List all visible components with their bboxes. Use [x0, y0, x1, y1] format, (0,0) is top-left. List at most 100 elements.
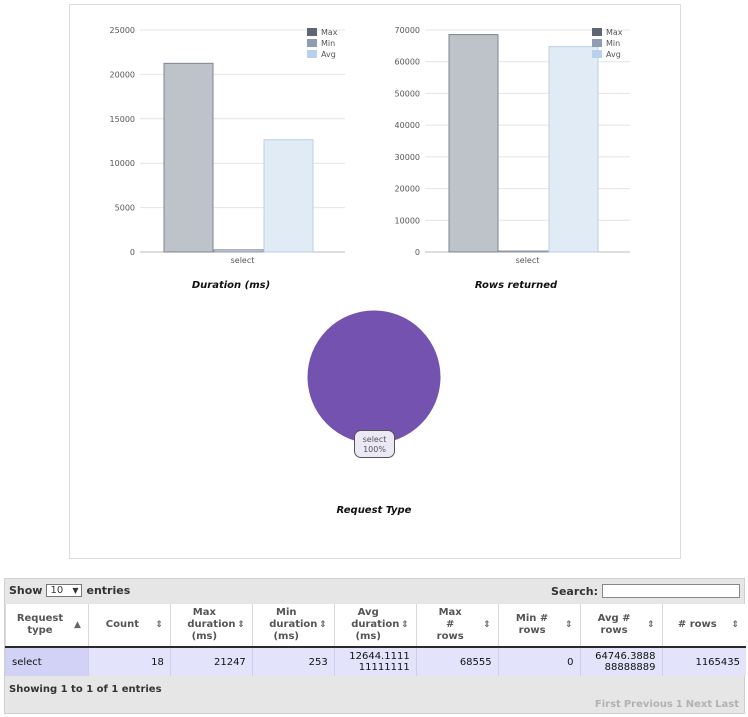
column-header-label: Request type: [16, 613, 64, 636]
sort-both-icon: ⇕: [646, 620, 655, 630]
cell-request-type: select: [5, 647, 89, 676]
bar-avg: [548, 46, 599, 253]
duration-chart: 0 5000 10000 15000 20000 25000 select Max Min Avg: [110, 26, 345, 265]
table-toolbar: Show 10 ▼ entries Search:: [5, 579, 744, 604]
cell-count: 18: [87, 647, 171, 676]
legend-label-max: Max: [606, 28, 623, 37]
y-tick-label: 25000: [110, 26, 135, 35]
y-tick-label: 20000: [110, 70, 135, 79]
pagination-last[interactable]: Last: [715, 699, 739, 710]
column-header-min-duration[interactable]: Min duration (ms) ⇕: [251, 604, 335, 648]
bar-max: [163, 62, 214, 253]
y-tick-label: 5000: [115, 204, 135, 213]
cell-max-duration: 21247: [169, 647, 253, 676]
sort-both-icon: ⇕: [483, 620, 491, 630]
y-tick-label: 20000: [395, 185, 420, 194]
duration-chart-title: Duration (ms): [191, 280, 271, 291]
x-tick-label: select: [231, 256, 255, 265]
rows-returned-chart: 0 10000 20000 30000 40000 50000 60000 70000 sele…: [395, 26, 630, 265]
legend-swatch-max: [592, 28, 602, 36]
search-label: Search:: [551, 584, 598, 598]
data-table-wrapper: Show 10 ▼ entries Search: Request type ▲: [4, 578, 746, 714]
chevron-down-icon: ▼: [72, 586, 79, 595]
column-header-avg-rows[interactable]: Avg # rows ⇕: [579, 604, 663, 648]
legend-label-min: Min: [321, 39, 335, 48]
y-tick-label: 40000: [395, 121, 420, 130]
entries-length-control: Show 10 ▼ entries: [9, 584, 130, 597]
sort-both-icon: ⇕: [155, 620, 163, 630]
y-tick-label: 50000: [395, 89, 420, 98]
legend-swatch-avg: [592, 50, 602, 58]
cell-min-rows: 0: [497, 647, 581, 676]
sort-both-icon: ⇕: [731, 620, 739, 630]
legend-label-max: Max: [321, 28, 338, 37]
y-tick-label: 30000: [395, 153, 420, 162]
pagination-next[interactable]: Next: [685, 699, 713, 710]
y-tick-label: 60000: [395, 58, 420, 67]
pie-slice-label-percent: 100%: [363, 445, 386, 454]
cell-avg-rows: 64746.388888888889: [579, 647, 663, 676]
search-input[interactable]: [602, 584, 740, 598]
y-tick-label: 15000: [110, 115, 135, 124]
request-type-chart-title: Request Type: [336, 505, 412, 516]
y-tick-label: 0: [415, 248, 420, 257]
sort-both-icon: ⇕: [565, 620, 573, 630]
column-header-label: Count: [105, 619, 140, 630]
cell-avg-duration: 12644.111111111111: [333, 647, 417, 676]
sort-both-icon: ⇕: [319, 620, 327, 630]
pie-slice-label: select 100%: [354, 430, 395, 458]
legend-swatch-max: [307, 28, 317, 36]
column-header-max-duration[interactable]: Max duration (ms) ⇕: [169, 604, 253, 648]
cell-avg-duration-value: 12644.111111111111: [349, 651, 410, 673]
legend-label-avg: Avg: [606, 50, 621, 59]
rows-returned-chart-title: Rows returned: [474, 280, 558, 291]
legend-label-avg: Avg: [321, 50, 336, 59]
column-header-label: Min # rows: [515, 613, 549, 636]
y-tick-label: 0: [130, 248, 135, 257]
legend-swatch-min: [307, 39, 317, 47]
cell-min-duration: 253: [251, 647, 335, 676]
entries-per-page-select[interactable]: 10 ▼: [46, 584, 83, 597]
column-header-avg-duration[interactable]: Avg duration (ms) ⇕: [333, 604, 417, 648]
bar-min: [213, 249, 264, 253]
column-header-label: Avg # rows: [597, 613, 631, 636]
pagination-previous[interactable]: Previous: [623, 699, 673, 710]
bar-min: [498, 250, 549, 253]
show-label: Show: [9, 584, 43, 597]
column-header-label: Min duration (ms): [269, 607, 318, 642]
y-tick-label: 10000: [395, 216, 420, 225]
y-tick-label: 70000: [395, 26, 420, 35]
sort-both-icon: ⇕: [401, 620, 409, 630]
table-info: Showing 1 to 1 of 1 entries: [9, 684, 162, 695]
column-header-label: Avg duration (ms): [351, 607, 400, 642]
sort-both-icon: ⇕: [237, 620, 245, 630]
y-tick-label: 10000: [110, 159, 135, 168]
x-tick-label: select: [516, 256, 540, 265]
cell-max-rows: 68555: [415, 647, 499, 676]
request-stats-table: Request type ▲ Count ⇕ Max duration (ms)…: [5, 604, 746, 676]
column-header-label: Max # rows: [436, 607, 464, 642]
cell-total-rows: 1165435: [661, 647, 746, 676]
pagination-page-1[interactable]: 1: [675, 699, 683, 710]
pie-slice-select: [306, 309, 442, 445]
column-header-count[interactable]: Count ⇕: [87, 604, 171, 648]
bar-avg: [263, 139, 314, 253]
table-row[interactable]: select 18 21247 253 12644.111111111111 6…: [5, 647, 746, 676]
search-control: Search:: [551, 584, 740, 598]
pie-slice-label-name: select: [362, 435, 387, 444]
legend-label-min: Min: [606, 39, 620, 48]
pagination: First Previous 1 Next Last: [595, 699, 739, 710]
entries-per-page-value: 10: [50, 585, 64, 596]
entries-label: entries: [86, 584, 131, 597]
cell-avg-rows-value: 64746.388888888889: [595, 651, 656, 673]
sort-asc-icon: ▲: [74, 620, 81, 630]
column-header-total-rows[interactable]: # rows ⇕: [661, 604, 746, 648]
column-header-request-type[interactable]: Request type ▲: [5, 604, 89, 648]
pagination-first[interactable]: First: [594, 699, 621, 710]
column-header-label: # rows: [677, 619, 717, 630]
column-header-min-rows[interactable]: Min # rows ⇕: [497, 604, 581, 648]
bar-max: [448, 34, 499, 253]
column-header-label: Max duration (ms): [187, 607, 236, 642]
column-header-max-rows[interactable]: Max # rows ⇕: [415, 604, 499, 648]
table-header-row: Request type ▲ Count ⇕ Max duration (ms)…: [5, 604, 746, 648]
